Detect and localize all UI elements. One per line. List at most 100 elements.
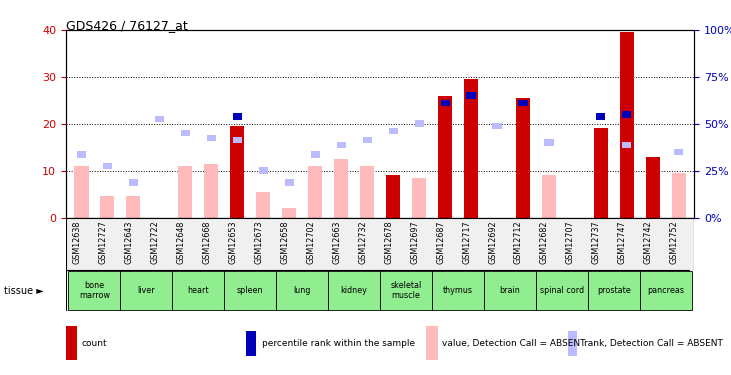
FancyBboxPatch shape [173,271,224,310]
Text: GSM12663: GSM12663 [332,220,341,264]
FancyBboxPatch shape [588,271,640,310]
Bar [246,331,256,356]
Text: GSM12648: GSM12648 [176,220,185,264]
Bar [284,179,294,186]
Bar [259,167,268,174]
Bar [674,148,683,155]
Bar [542,176,556,217]
Bar [334,159,348,218]
Bar [256,192,270,217]
Text: GSM12697: GSM12697 [410,220,419,264]
Bar [66,326,77,360]
FancyBboxPatch shape [432,271,484,310]
Bar [100,196,115,217]
Text: GSM12752: GSM12752 [670,220,679,264]
Text: GSM12678: GSM12678 [384,220,393,264]
Text: GSM12742: GSM12742 [644,220,653,264]
Text: count: count [82,339,107,348]
Text: GSM12712: GSM12712 [514,220,523,264]
Text: GSM12692: GSM12692 [488,220,497,264]
Bar [622,142,632,148]
Bar [389,128,398,134]
FancyBboxPatch shape [276,271,328,310]
Bar [414,120,424,127]
Text: skeletal
muscle: skeletal muscle [390,281,422,300]
Text: prostate: prostate [597,286,631,295]
FancyBboxPatch shape [536,271,588,310]
Bar [230,126,244,218]
Text: percentile rank within the sample: percentile rank within the sample [262,339,415,348]
Bar [441,100,450,106]
Bar [464,122,478,218]
Text: thymus: thymus [443,286,473,295]
FancyBboxPatch shape [121,271,173,310]
Bar [232,137,242,144]
Bar [204,164,219,218]
Text: GSM12653: GSM12653 [228,220,238,264]
Bar [426,326,438,360]
Text: GSM12707: GSM12707 [566,220,575,264]
Text: GSM12722: GSM12722 [151,220,159,264]
Text: pancreas: pancreas [648,286,684,295]
FancyBboxPatch shape [640,271,692,310]
Bar [232,113,242,120]
FancyBboxPatch shape [69,271,121,310]
Bar [282,208,296,218]
Bar [336,142,346,148]
Bar [66,217,694,270]
Bar [126,196,140,217]
Bar [412,178,426,218]
Text: GSM12668: GSM12668 [202,220,211,264]
Bar [438,96,452,218]
Bar [308,166,322,218]
Bar [77,151,86,157]
Bar [545,139,553,146]
FancyBboxPatch shape [224,271,276,310]
Bar [493,123,501,129]
Text: spinal cord: spinal cord [540,286,584,295]
Text: lung: lung [294,286,311,295]
Bar [386,176,401,217]
Bar [363,137,371,144]
Bar [622,111,632,118]
Bar [516,98,530,218]
Bar [672,173,686,217]
Bar [518,100,528,106]
Text: bone
marrow: bone marrow [79,281,110,300]
FancyBboxPatch shape [328,271,380,310]
Text: liver: liver [137,286,155,295]
Bar [596,113,605,120]
Text: GSM12717: GSM12717 [462,220,471,264]
Text: GSM12687: GSM12687 [436,220,445,264]
Bar [645,157,660,218]
Bar [103,163,112,169]
Text: heart: heart [188,286,209,295]
FancyBboxPatch shape [380,271,432,310]
Bar [129,179,138,186]
FancyBboxPatch shape [484,271,536,310]
Text: brain: brain [499,286,520,295]
Bar [311,151,319,157]
Text: GSM12682: GSM12682 [540,220,549,264]
Text: value, Detection Call = ABSENT: value, Detection Call = ABSENT [442,339,586,348]
Bar [207,135,216,141]
Text: tissue ►: tissue ► [4,286,43,296]
Bar [464,79,478,218]
Text: GSM12673: GSM12673 [254,220,263,264]
Bar [620,32,634,218]
Text: spleen: spleen [237,286,263,295]
Text: GSM12737: GSM12737 [592,220,601,264]
Text: rank, Detection Call = ABSENT: rank, Detection Call = ABSENT [583,339,722,348]
Bar [466,92,476,99]
Text: GSM12747: GSM12747 [618,220,627,264]
Text: GSM12702: GSM12702 [306,220,315,264]
Text: kidney: kidney [341,286,368,295]
Bar [567,331,577,356]
Bar [181,130,190,136]
Bar [594,128,608,217]
Bar [360,166,374,218]
Bar [75,166,88,218]
Text: GSM12732: GSM12732 [358,220,367,264]
Text: GSM12727: GSM12727 [99,220,107,264]
Bar [178,166,192,218]
